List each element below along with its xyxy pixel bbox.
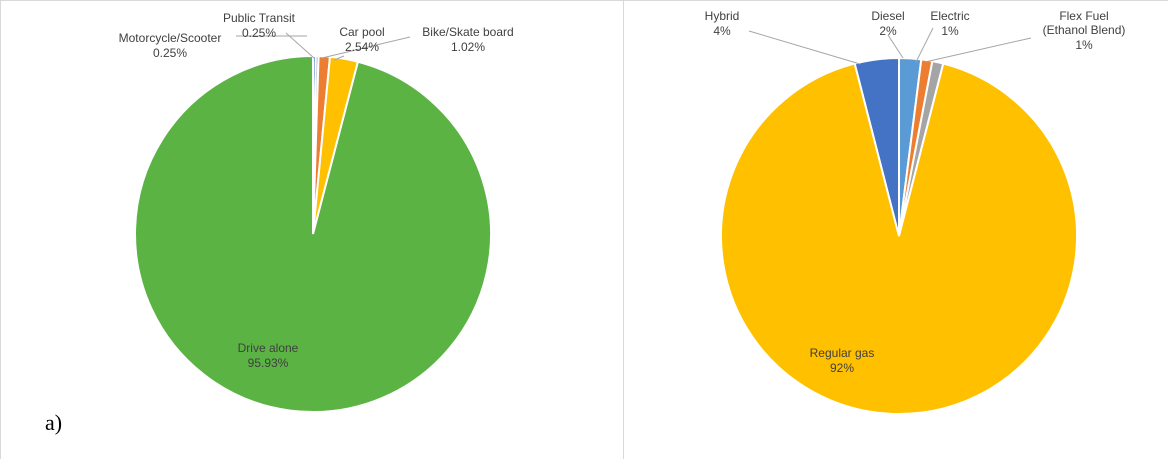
value-label-regular-gas: 92% — [830, 361, 854, 375]
value-label-bike-skate-board: 1.02% — [451, 40, 485, 54]
pie-chart-fuel-type: Diesel 2% Electric 1% Flex Fuel (Ethanol Blen… — [705, 9, 1126, 415]
data-label-electric: Electric 1% — [930, 9, 969, 38]
data-label-motorcycle-scooter: Motorcycle/Scooter 0.25% — [119, 31, 222, 60]
value-label-flex-fuel-ethanol-blend: 1% — [1075, 38, 1093, 52]
value-label-diesel: 2% — [879, 24, 897, 38]
pie-slice-regular-gas — [720, 62, 1078, 415]
value-label-hybrid: 4% — [713, 24, 731, 38]
pie-slices — [720, 56, 1078, 415]
chart-panel-fuel-type: Diesel 2% Electric 1% Flex Fuel (Ethanol Blen… — [624, 0, 1168, 459]
leader-line-electric — [915, 27, 934, 63]
leader-line-diesel — [887, 34, 904, 59]
value-label-electric: 1% — [941, 24, 959, 38]
value-label-motorcycle-scooter: 0.25% — [153, 46, 187, 60]
leader-line-public-transit — [285, 32, 315, 59]
data-label-diesel: Diesel 2% — [871, 9, 904, 38]
panel-label: a) — [45, 410, 63, 435]
pie-slice-hybrid — [853, 56, 900, 237]
pie-slices — [134, 54, 492, 413]
pie-chart-commute-mode: Motorcycle/Scooter 0.25%Public Transit 0.2… — [119, 11, 514, 413]
pie-slice-drive-alone — [134, 54, 492, 413]
leader-line-hybrid — [748, 30, 861, 65]
value-label-car-pool: 2.54% — [345, 40, 379, 54]
data-label-flex-fuel-ethanol-blend: Flex Fuel (Ethanol Blend) 1% — [1043, 9, 1126, 52]
chart-panel-commute-mode: Motorcycle/Scooter 0.25% Public Transit 0.2… — [0, 0, 624, 459]
data-label-public-transit: Public Transit 0.25% — [223, 11, 296, 40]
leader-line-car-pool — [333, 55, 345, 61]
pie-labels: Diesel 2% Electric 1% Flex Fuel (Ethanol Blen… — [705, 9, 1126, 375]
value-label-drive-alone: 95.93% — [248, 356, 289, 370]
data-label-bike-skate-board: Bike/Skate board 1.02% — [422, 25, 513, 54]
value-label-public-transit: 0.25% — [242, 26, 276, 40]
data-label-drive-alone: Drive alone 95.93% — [238, 341, 299, 370]
leader-line-bike-skate-board — [321, 36, 411, 59]
data-label-hybrid: Hybrid 4% — [705, 9, 740, 38]
data-label-car-pool: Car pool 2.54% — [339, 25, 384, 54]
data-label-regular-gas: Regular gas 92% — [810, 346, 875, 375]
leader-line-flex-fuel-ethanol-blend — [924, 37, 1032, 63]
pie-labels: Motorcycle/Scooter 0.25%Public Transit 0.2… — [119, 11, 514, 370]
